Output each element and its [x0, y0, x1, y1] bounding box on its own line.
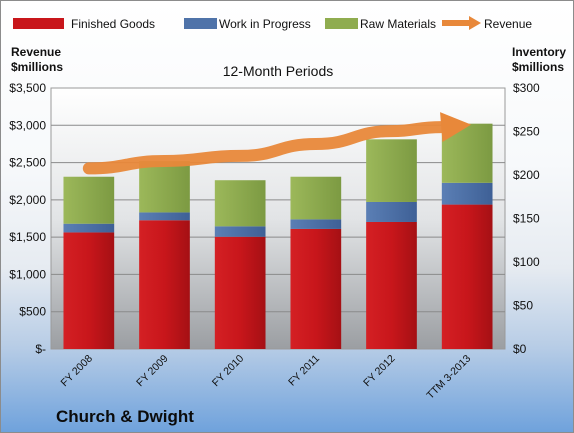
right-axis-ticks: $0 $50 $100 $150 $200 $250 $300 — [513, 81, 540, 356]
bar-finished-goods — [63, 232, 115, 349]
x-category-label: FY 2011 — [286, 353, 322, 389]
right-axis-title-line2: $millions — [512, 60, 564, 74]
left-tick-label: $2,500 — [9, 156, 46, 170]
legend-swatch-work-in-progress — [184, 18, 217, 29]
bar-work-in-progress — [366, 201, 417, 222]
left-tick-label: $500 — [19, 305, 46, 319]
chart-subtitle: 12-Month Periods — [223, 63, 334, 79]
right-tick-label: $250 — [513, 125, 540, 139]
left-tick-label: $3,500 — [9, 81, 46, 95]
bars — [63, 123, 493, 349]
bar-work-in-progress — [214, 226, 266, 237]
left-axis-ticks: $- $500 $1,000 $1,500 $2,000 $2,500 $3,000 $3,5… — [9, 81, 46, 356]
right-tick-label: $200 — [513, 168, 540, 182]
legend-swatch-finished-goods — [13, 18, 64, 29]
left-tick-label: $1,000 — [9, 267, 46, 281]
right-tick-label: $0 — [513, 342, 527, 356]
bar-finished-goods — [290, 228, 342, 349]
revenue-arrow-head — [440, 112, 472, 143]
bar-finished-goods — [139, 220, 190, 349]
legend-label-work-in-progress: Work in Progress — [219, 17, 311, 31]
legend-label-finished-goods: Finished Goods — [71, 17, 155, 31]
legend-item-revenue: Revenue — [442, 16, 532, 31]
bar-raw-materials — [139, 161, 190, 213]
legend-arrow-head — [469, 16, 481, 30]
left-tick-label: $3,000 — [9, 118, 46, 132]
right-tick-label: $300 — [513, 81, 540, 95]
left-axis-title-line2: $millions — [11, 60, 63, 74]
bar-raw-materials — [63, 176, 115, 224]
revenue-arrow — [82, 112, 472, 175]
left-tick-label: $- — [35, 342, 46, 356]
legend-swatch-raw-materials — [325, 18, 358, 29]
x-axis-labels: FY 2008 FY 2009 FY 2010 FY 2011 FY 2012 TTM 3… — [59, 353, 474, 402]
legend-item-work-in-progress: Work in Progress — [184, 17, 311, 31]
right-tick-label: $100 — [513, 255, 540, 269]
revenue-arrow-shaft — [82, 121, 448, 175]
x-category-label: FY 2009 — [134, 353, 171, 390]
legend-label-revenue: Revenue — [484, 17, 532, 31]
company-name: Church & Dwight — [56, 407, 194, 426]
right-axis-title-line1: Inventory — [512, 45, 566, 59]
bar-finished-goods — [214, 236, 266, 349]
right-tick-label: $150 — [513, 212, 540, 226]
x-category-label: FY 2012 — [361, 353, 398, 390]
left-axis-title-line1: Revenue — [11, 45, 61, 59]
right-tick-label: $50 — [513, 299, 533, 313]
bar-work-in-progress — [441, 182, 493, 205]
bar-finished-goods — [366, 221, 417, 349]
legend: Finished Goods Work in Progress Raw Mate… — [13, 16, 532, 31]
left-tick-label: $2,000 — [9, 193, 46, 207]
bar-raw-materials — [366, 139, 417, 202]
bar-raw-materials — [290, 176, 342, 220]
x-category-label: TTM 3-2013 — [424, 353, 473, 402]
x-category-label: FY 2010 — [210, 353, 247, 390]
bar-work-in-progress — [139, 212, 190, 221]
bar-work-in-progress — [63, 223, 115, 233]
legend-label-raw-materials: Raw Materials — [360, 17, 436, 31]
left-tick-label: $1,500 — [9, 230, 46, 244]
legend-item-finished-goods: Finished Goods — [13, 17, 155, 31]
bar-raw-materials — [214, 180, 266, 227]
x-category-label: FY 2008 — [59, 353, 96, 390]
bar-finished-goods — [441, 204, 493, 349]
bar-work-in-progress — [290, 219, 342, 229]
legend-item-raw-materials: Raw Materials — [325, 17, 436, 31]
